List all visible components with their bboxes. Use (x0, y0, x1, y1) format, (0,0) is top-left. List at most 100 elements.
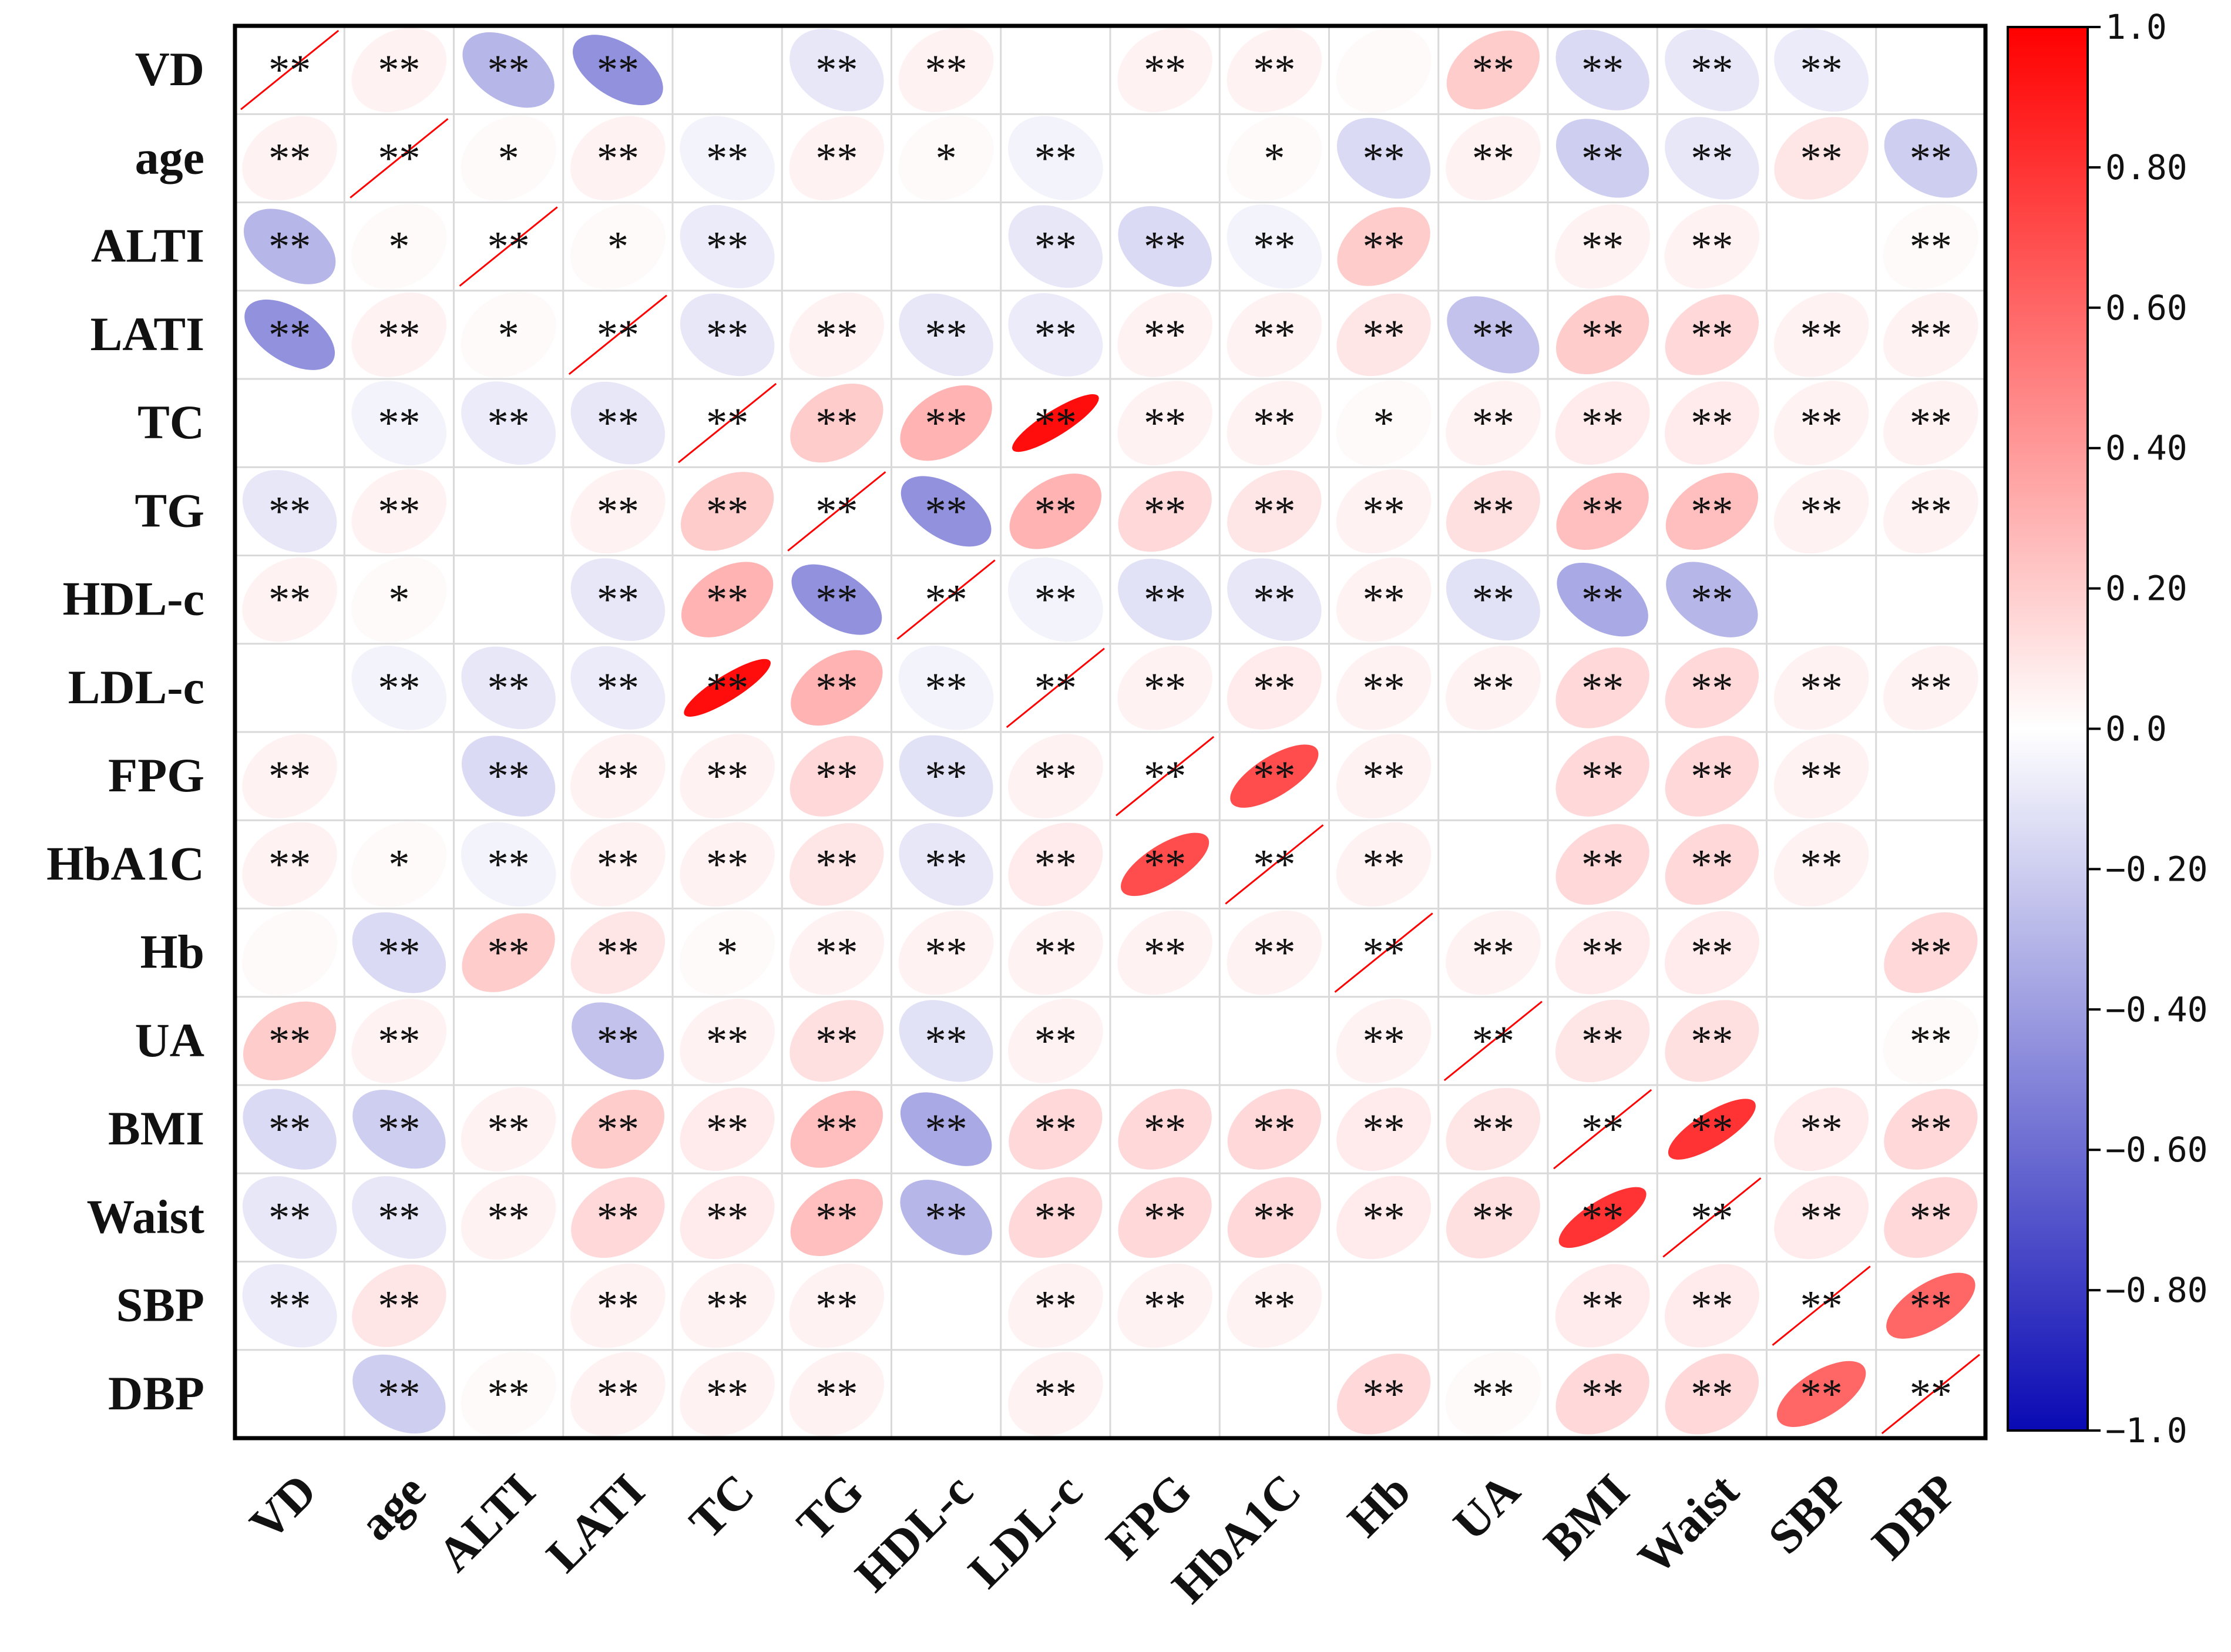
significance-mark: ** (1253, 311, 1295, 358)
significance-mark: ** (1034, 135, 1077, 182)
significance-mark: ** (1800, 1194, 1843, 1241)
diagonal-line (350, 118, 449, 199)
row-label: DBP (108, 1366, 204, 1420)
cell-TC-Hb: * (1336, 380, 1432, 466)
cell-Waist-Waist: ** (1662, 1177, 1762, 1258)
significance-mark: ** (1363, 576, 1405, 623)
cell-HDL-c-age: * (351, 556, 447, 643)
significance-mark: ** (815, 664, 858, 711)
cell-HbA1C-TG: ** (789, 823, 884, 906)
significance-mark: ** (1691, 46, 1733, 93)
significance-mark: ** (1253, 753, 1295, 800)
significance-mark: ** (1910, 1106, 1952, 1153)
correlation-ellipse (242, 909, 338, 996)
cell-age-TC: ** (680, 116, 775, 201)
cell-age-BMI: ** (1555, 119, 1649, 198)
cell-TG-HDL-c: ** (901, 476, 992, 547)
significance-mark: ** (378, 399, 420, 446)
correlation-ellipse (1665, 472, 1759, 550)
significance-mark: ** (597, 1194, 639, 1241)
significance-mark: ** (925, 929, 967, 976)
significance-mark: ** (815, 929, 858, 976)
cell-HDL-c-TC: ** (681, 562, 774, 637)
significance-mark: ** (1472, 929, 1514, 976)
cell-ALTI-Waist: ** (1664, 204, 1760, 289)
correlation-ellipse (1773, 292, 1869, 377)
significance-mark: ** (488, 223, 530, 270)
cell-TG-BMI: ** (1556, 472, 1649, 550)
significance-mark: ** (597, 1282, 639, 1329)
significance-mark: ** (488, 1106, 530, 1153)
colorbar-gradient (2008, 27, 2088, 1431)
cells: ** ** ** ** ** ** ** ** ** ** ** **** ** * ** ** ** * ** * *… (240, 27, 1980, 1437)
significance-mark: ** (488, 399, 530, 446)
significance-mark: ** (706, 399, 748, 446)
cell-LDL-c-LATI: ** (570, 646, 666, 730)
correlation-ellipse (570, 1263, 666, 1348)
cell-SBP-Waist: ** (1664, 1264, 1759, 1348)
significance-mark: * (498, 135, 519, 182)
cell-FPG-LDL-c: ** (1008, 734, 1103, 819)
correlation-ellipse (351, 292, 447, 377)
colorbar-tick-label: −1.0 (2105, 1411, 2188, 1450)
correlation-ellipse (1227, 646, 1322, 730)
correlation-ellipse (1117, 381, 1212, 466)
correlation-ellipse (1886, 1272, 1975, 1339)
correlation-ellipse (1009, 1177, 1103, 1258)
cell-ALTI-BMI: ** (1555, 204, 1650, 289)
correlation-ellipse (1774, 1176, 1869, 1260)
correlation-ellipse (461, 646, 556, 730)
diagonal-line (1772, 1265, 1871, 1346)
significance-mark: ** (1691, 1282, 1733, 1329)
significance-mark: ** (268, 576, 311, 623)
cell-age-VD: ** (242, 116, 337, 201)
cell-TC-HDL-c: ** (900, 385, 992, 461)
cell-ALTI-DBP: ** (1883, 203, 1978, 290)
correlation-ellipse (244, 299, 335, 370)
colorbar-tick-label: 0.40 (2105, 428, 2188, 468)
correlation-ellipse (1555, 999, 1650, 1083)
significance-mark: ** (1581, 753, 1624, 800)
cell-UA-LDL-c: ** (1008, 998, 1103, 1083)
cell-FPG-BMI: ** (1555, 736, 1649, 817)
diagonal-line (678, 382, 777, 464)
significance-mark: ** (706, 576, 748, 623)
significance-mark: ** (268, 1018, 311, 1065)
cell-VD-SBP: ** (1774, 28, 1869, 112)
correlation-ellipse (680, 909, 775, 996)
significance-mark: ** (268, 488, 311, 535)
correlation-ellipse (1776, 1361, 1866, 1427)
significance-mark: ** (1800, 841, 1843, 888)
correlation-ellipse (680, 116, 775, 201)
correlation-ellipse (1446, 645, 1541, 730)
significance-mark: ** (1691, 488, 1733, 535)
significance-mark: ** (597, 135, 639, 182)
significance-mark: ** (1691, 1371, 1733, 1418)
cell-Hb-TG: ** (789, 910, 885, 995)
correlation-ellipse (1446, 910, 1541, 995)
column-label: age (349, 1463, 436, 1550)
correlation-ellipse (1884, 119, 1978, 198)
correlation-ellipse (570, 469, 666, 554)
cell-DBP-TG: ** (789, 1351, 885, 1436)
cell-HbA1C-HDL-c: ** (899, 823, 993, 906)
significance-mark: ** (1691, 841, 1733, 888)
correlation-ellipse (1227, 1089, 1322, 1170)
correlation-ellipse (242, 470, 337, 553)
significance-mark: ** (706, 488, 748, 535)
cell-VD-UA: ** (1446, 30, 1540, 110)
significance-mark: ** (1800, 311, 1843, 358)
colorbar-tick-label: −0.80 (2105, 1270, 2208, 1310)
significance-mark: * (1264, 135, 1285, 182)
significance-mark: ** (488, 753, 530, 800)
significance-mark: ** (1144, 311, 1186, 358)
correlation-ellipse (789, 910, 885, 995)
plot-area: ** ** ** ** ** ** ** ** ** ** ** **** ** * ** ** ** * ** * *… (233, 23, 1988, 1441)
colorbar-tick-label: −0.20 (2105, 849, 2208, 889)
cell-Hb-BMI: ** (1555, 911, 1650, 995)
cell-BMI-TG: ** (790, 1090, 883, 1168)
significance-mark: ** (1034, 1018, 1077, 1065)
correlation-ellipse (1227, 558, 1322, 641)
significance-mark: ** (1691, 1018, 1733, 1065)
significance-mark: ** (1034, 664, 1077, 711)
